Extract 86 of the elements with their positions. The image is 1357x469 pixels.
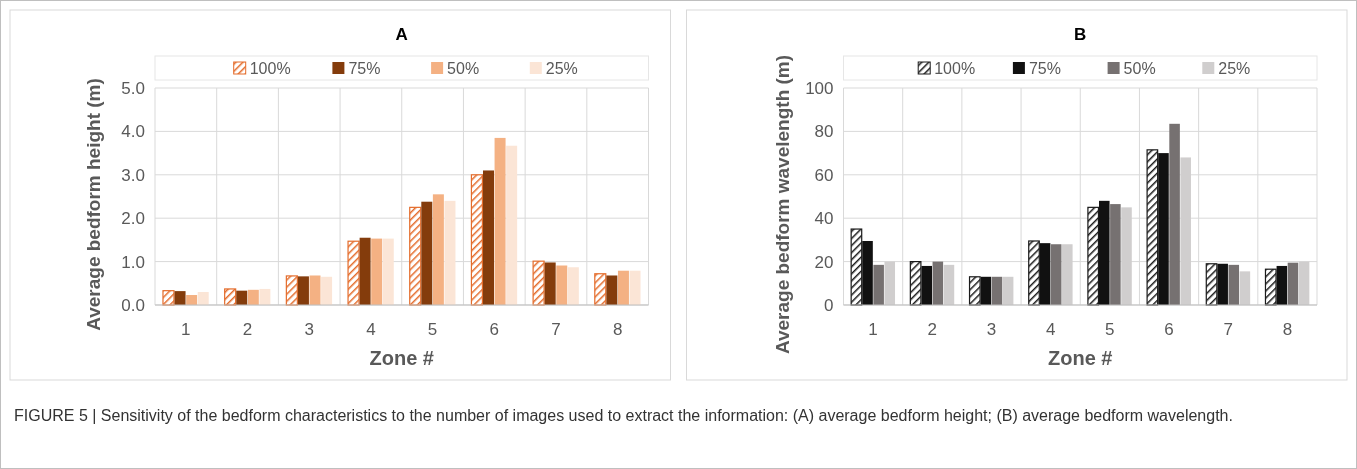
- bar: [162, 290, 175, 306]
- bar: [432, 194, 444, 305]
- y-tick-label: 40: [814, 209, 834, 229]
- x-tick-label: 7: [551, 320, 561, 339]
- x-tick-label: 8: [612, 320, 623, 339]
- bar: [297, 276, 309, 305]
- y-tick-label: 100: [805, 78, 834, 98]
- y-tick-label: 20: [814, 252, 834, 272]
- bar: [483, 170, 494, 305]
- y-tick-label: 80: [814, 122, 834, 142]
- x-tick-label: 3: [304, 320, 314, 339]
- bar: [347, 240, 360, 306]
- legend-label: 50%: [1123, 59, 1156, 77]
- legend-label: 100%: [249, 59, 291, 77]
- bar: [247, 289, 259, 305]
- x-tick-label: 1: [181, 320, 191, 339]
- bar: [943, 264, 955, 305]
- bar: [470, 174, 484, 306]
- legend-label: 100%: [934, 59, 976, 77]
- bar: [532, 260, 545, 306]
- bar: [421, 201, 433, 305]
- legend-label: 50%: [447, 59, 480, 77]
- bar: [1002, 276, 1014, 305]
- x-tick-label: 7: [1223, 320, 1233, 339]
- bar: [236, 290, 248, 305]
- x-tick-label: 2: [242, 320, 253, 339]
- bar: [186, 295, 198, 305]
- x-tick-label: 6: [1164, 320, 1174, 339]
- bar: [1169, 123, 1180, 305]
- bar: [556, 265, 568, 305]
- bar: [359, 237, 371, 305]
- legend-label: 25%: [1218, 59, 1251, 77]
- caption: FIGURE 5 | Sensitivity of the bedform characteristics to the number of images used to extract the information: (A) average bedform height; (B) average bedform wavelength.: [14, 406, 1234, 426]
- bar: [991, 276, 1003, 305]
- bar: [197, 291, 209, 305]
- bar: [224, 288, 237, 306]
- x-axis-title: Zone #: [369, 347, 434, 369]
- x-tick-label: 4: [1045, 320, 1056, 339]
- legend-label: 75%: [1028, 59, 1061, 77]
- y-tick-label: 4.0: [121, 122, 145, 142]
- bar: [321, 276, 333, 305]
- bar: [629, 270, 641, 305]
- bar: [1287, 262, 1299, 305]
- bar: [617, 270, 629, 305]
- bar: [259, 288, 271, 305]
- bar: [285, 275, 298, 306]
- y-tick-label: 3.0: [121, 165, 145, 185]
- bar: [371, 238, 383, 305]
- bar: [873, 264, 884, 305]
- legend-label: 75%: [348, 59, 381, 77]
- y-axis-title: Average bedform height (m): [83, 78, 104, 331]
- bar: [932, 261, 944, 305]
- bar: [506, 145, 518, 305]
- legend-label: 25%: [545, 59, 578, 77]
- bar: [606, 275, 618, 305]
- bar: [1239, 271, 1251, 305]
- y-tick-label: 0: [824, 295, 834, 315]
- y-tick-label: 5.0: [121, 78, 145, 98]
- bar: [174, 291, 186, 305]
- bar: [544, 262, 556, 305]
- bar: [444, 200, 456, 305]
- bar: [1110, 204, 1121, 305]
- y-tick-label: 60: [814, 165, 834, 185]
- bar: [382, 238, 394, 305]
- bar: [309, 275, 321, 305]
- x-tick-label: 5: [1105, 320, 1115, 339]
- bar: [1228, 264, 1240, 305]
- x-tick-label: 8: [1282, 320, 1293, 339]
- x-tick-label: 2: [927, 320, 938, 339]
- y-tick-label: 2.0: [121, 209, 145, 229]
- x-tick-label: 5: [427, 320, 438, 339]
- y-axis-title: Average bedform wavelength (m): [771, 54, 793, 355]
- bar: [567, 267, 579, 305]
- x-tick-label: 1: [868, 320, 878, 339]
- bar: [409, 206, 422, 306]
- bar: [1050, 244, 1062, 305]
- chart-title: A: [395, 25, 408, 44]
- bar: [594, 273, 607, 306]
- bar: [494, 137, 506, 305]
- x-tick-label: 4: [366, 320, 376, 339]
- x-axis-title: Zone #: [1048, 347, 1113, 369]
- y-tick-label: 1.0: [121, 252, 145, 272]
- x-tick-label: 3: [986, 320, 997, 339]
- x-tick-label: 6: [489, 320, 500, 339]
- y-tick-label: 0.0: [121, 295, 145, 315]
- chart-title: B: [1074, 25, 1087, 44]
